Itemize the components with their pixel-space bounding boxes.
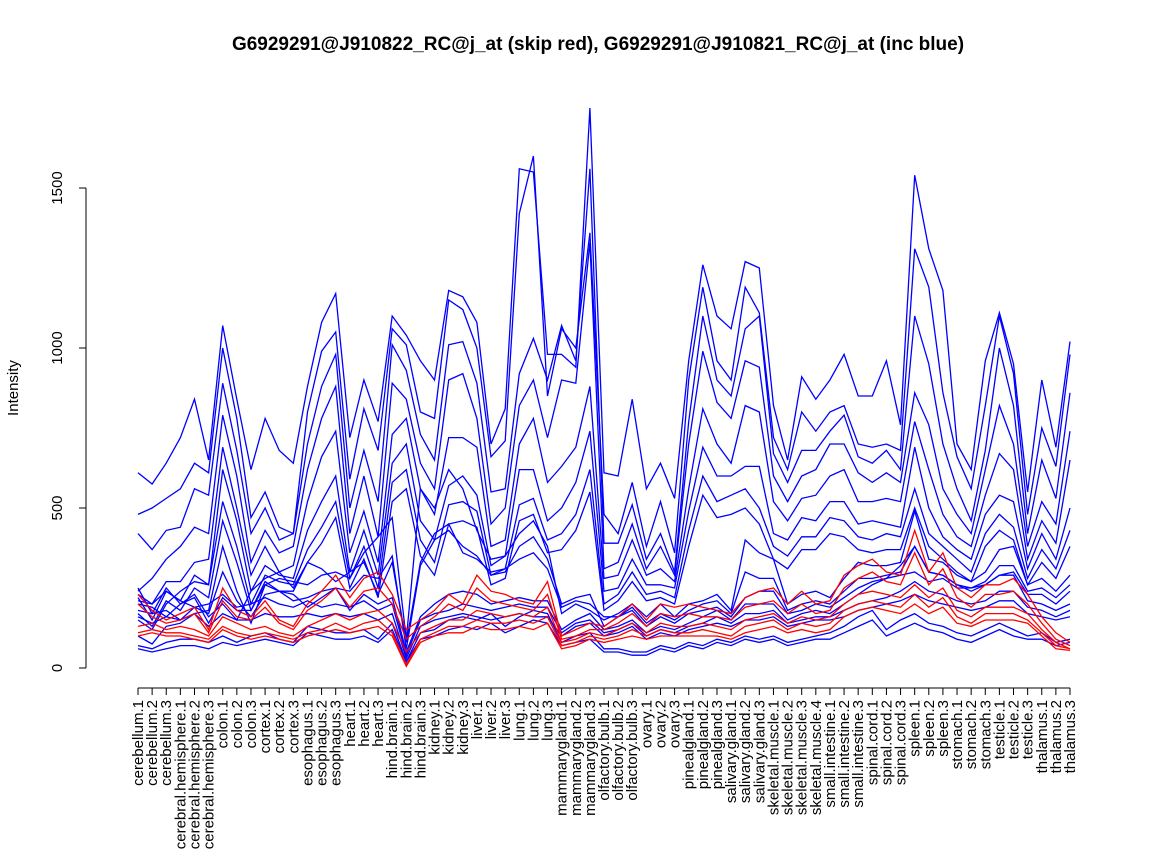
x-tick-label: small.intestine.1 [822, 700, 839, 808]
chart-title: G6929291@J910822_RC@j_at (skip red), G69… [232, 34, 964, 55]
x-tick-label: mammarygland.3 [582, 700, 599, 816]
x-tick-label: hind.brain.2 [398, 700, 415, 778]
x-tick-label: cortex.3 [285, 700, 302, 753]
x-tick-label: pinealgland.1 [681, 700, 698, 789]
x-tick-label: stomach.1 [949, 700, 966, 769]
x-tick-label: pinealgland.2 [695, 700, 712, 789]
x-tick-label: salivary.gland.2 [737, 700, 754, 803]
x-tick-label: thalamus.3 [1062, 700, 1079, 773]
series-line-20 [137, 593, 1071, 667]
x-tick-label: cerebral.hemisphere.3 [201, 700, 218, 849]
x-tick-label: olfactory.bulb.1 [596, 700, 613, 801]
x-tick-label: spleen.2 [921, 700, 938, 757]
x-tick-label: spinal.cord.1 [864, 700, 881, 785]
x-tick-label: esophagus.1 [300, 700, 317, 786]
x-tick-label: kidney.2 [441, 700, 458, 755]
x-tick-label: cerebral.hemisphere.1 [172, 700, 189, 849]
x-tick-label: ovary.2 [653, 700, 670, 748]
x-tick-label: mammarygland.1 [554, 700, 571, 816]
x-tick-label: spinal.cord.2 [878, 700, 895, 785]
x-tick-label: kidney.3 [455, 700, 472, 755]
x-tick-label: liver.2 [483, 700, 500, 739]
x-tick-label: salivary.gland.1 [723, 700, 740, 803]
x-tick-label: cerebellum.2 [144, 700, 161, 786]
x-tick-label: heart.3 [370, 700, 387, 747]
x-tick-label: spinal.cord.3 [893, 700, 910, 785]
x-tick-label: ovary.3 [667, 700, 684, 748]
x-tick-label: olfactory.bulb.3 [624, 700, 641, 801]
x-tick-label: mammarygland.2 [568, 700, 585, 816]
x-tick-label: colon.3 [243, 700, 260, 748]
series-line-5 [137, 386, 1071, 605]
series-line-18 [137, 551, 1071, 647]
x-tick-label: liver.3 [497, 700, 514, 739]
y-axis-label: Intensity [5, 360, 22, 416]
series-line-9 [137, 468, 1071, 645]
x-tick-label: esophagus.2 [314, 700, 331, 786]
series-line-6 [137, 431, 1071, 631]
y-tick-label: 1500 [49, 171, 66, 204]
x-tick-label: lung.1 [511, 700, 528, 741]
x-tick-label: cerebellum.1 [130, 700, 147, 786]
series-line-21 [137, 603, 1071, 668]
x-tick-label: liver.1 [469, 700, 486, 739]
series-line-1 [137, 107, 1071, 499]
x-tick-label: kidney.1 [427, 700, 444, 755]
x-tick-label: esophagus.3 [328, 700, 345, 786]
x-tick-label: olfactory.bulb.2 [610, 700, 627, 801]
series-line-16 [137, 619, 1071, 663]
x-tick-label: small.intestine.2 [836, 700, 853, 808]
x-tick-label: testicle.3 [1020, 700, 1037, 759]
x-tick-label: hind.brain.3 [412, 700, 429, 778]
x-tick-label: thalamus.2 [1048, 700, 1065, 773]
x-tick-label: ovary.1 [638, 700, 655, 748]
x-tick-label: thalamus.1 [1034, 700, 1051, 773]
y-axis: 0 500 1000 1500 [49, 171, 87, 672]
x-tick-label: cortex.1 [257, 700, 274, 753]
x-tick-label: salivary.gland.3 [751, 700, 768, 803]
x-tick-label: stomach.3 [977, 700, 994, 769]
x-tick-label: pinealgland.3 [709, 700, 726, 789]
series-line-8 [137, 487, 1071, 628]
series-line-7 [137, 468, 1071, 622]
series-line-2 [137, 155, 1071, 553]
y-tick-label: 0 [49, 664, 66, 672]
series-line-3 [137, 168, 1071, 573]
x-tick-label: skeletal.muscle.3 [794, 700, 811, 815]
x-tick-label: lung.3 [540, 700, 557, 741]
series-line-4 [137, 242, 1071, 592]
x-tick-label: small.intestine.3 [850, 700, 867, 808]
x-tick-label: spleen.3 [935, 700, 952, 757]
series-line-13 [137, 580, 1071, 658]
series-line-19 [137, 583, 1071, 654]
x-axis: cerebellum.1cerebellum.2cerebellum.3cere… [130, 687, 1079, 849]
x-tick-label: cerebellum.3 [158, 700, 175, 786]
y-tick-label: 1000 [49, 331, 66, 364]
x-tick-label: stomach.2 [963, 700, 980, 769]
x-tick-label: testicle.2 [1006, 700, 1023, 759]
x-tick-label: lung.2 [525, 700, 542, 741]
x-tick-label: cortex.2 [271, 700, 288, 753]
x-tick-label: skeletal.muscle.2 [780, 700, 797, 815]
series-line-17 [137, 528, 1071, 643]
x-tick-label: heart.2 [356, 700, 373, 747]
series-line-11 [137, 523, 1071, 643]
x-tick-label: colon.1 [215, 700, 232, 748]
x-tick-label: skeletal.muscle.1 [766, 700, 783, 815]
x-tick-label: hind.brain.1 [384, 700, 401, 778]
x-tick-label: testicle.1 [991, 700, 1008, 759]
x-tick-label: colon.2 [229, 700, 246, 748]
x-tick-label: heart.1 [342, 700, 359, 747]
x-tick-label: skeletal.muscle.4 [808, 700, 825, 815]
series-layer [137, 107, 1071, 668]
x-tick-label: cerebral.hemisphere.2 [187, 700, 204, 849]
y-tick-label: 500 [49, 495, 66, 520]
x-tick-label: spleen.1 [907, 700, 924, 757]
